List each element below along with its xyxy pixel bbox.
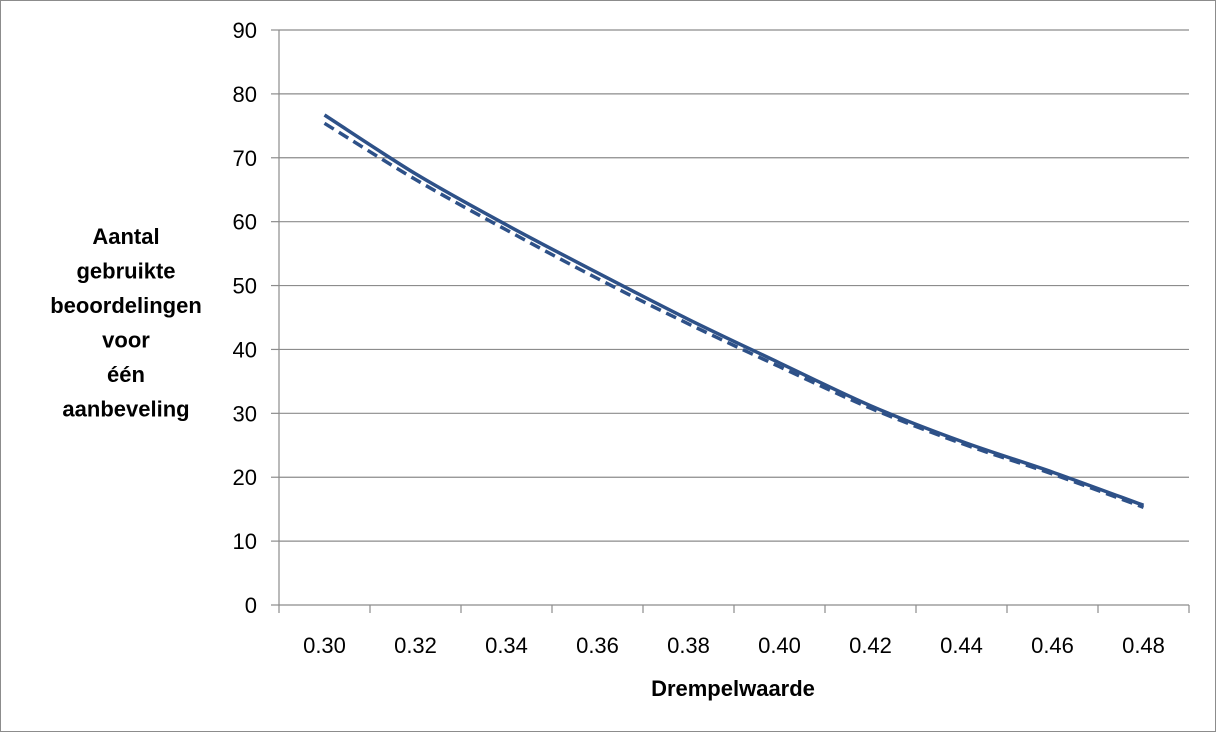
x-tick-labels: 0.30 0.32 0.34 0.36 0.38 0.40 0.42 0.44 0.46 0.48 [303,633,1165,658]
series-line-dashed [323,121,1145,509]
y-axis-title-line: voor [102,328,150,353]
x-tick-label: 0.48 [1122,633,1165,658]
y-tick-label: 80 [233,82,257,107]
x-axis-title: Drempelwaarde [651,676,815,701]
x-tick-label: 0.30 [303,633,346,658]
x-tick-label: 0.38 [667,633,710,658]
x-tick-label: 0.36 [576,633,619,658]
y-axis-title-line: aanbeveling [62,397,189,422]
x-tick-label: 0.42 [849,633,892,658]
gridlines [279,29,1189,542]
y-axis-title-line: Aantal [92,224,159,249]
axes [271,29,1190,613]
y-axis-title-line: één [107,362,145,387]
series-line-solid [323,113,1145,507]
y-axis-title-line: gebruikte [76,259,175,284]
x-tick-label: 0.40 [758,633,801,658]
y-axis-title: Aantal gebruikte beoordelingen voor één aanbe… [50,224,202,422]
y-tick-labels: 0 10 20 30 40 50 60 70 80 90 [233,18,257,618]
y-axis-title-line: beoordelingen [50,293,202,318]
x-tick-label: 0.32 [394,633,437,658]
x-tick-label: 0.46 [1031,633,1074,658]
y-tick-label: 10 [233,529,257,554]
y-tick-label: 40 [233,337,257,362]
y-tick-label: 70 [233,146,257,171]
y-tick-label: 60 [233,210,257,235]
y-tick-label: 30 [233,401,257,426]
y-tick-label: 20 [233,465,257,490]
series-lines [323,113,1145,509]
y-tick-label: 90 [233,18,257,43]
x-tick-label: 0.44 [940,633,983,658]
y-tick-label: 0 [245,593,257,618]
x-tick-label: 0.34 [485,633,528,658]
y-tick-label: 50 [233,274,257,299]
